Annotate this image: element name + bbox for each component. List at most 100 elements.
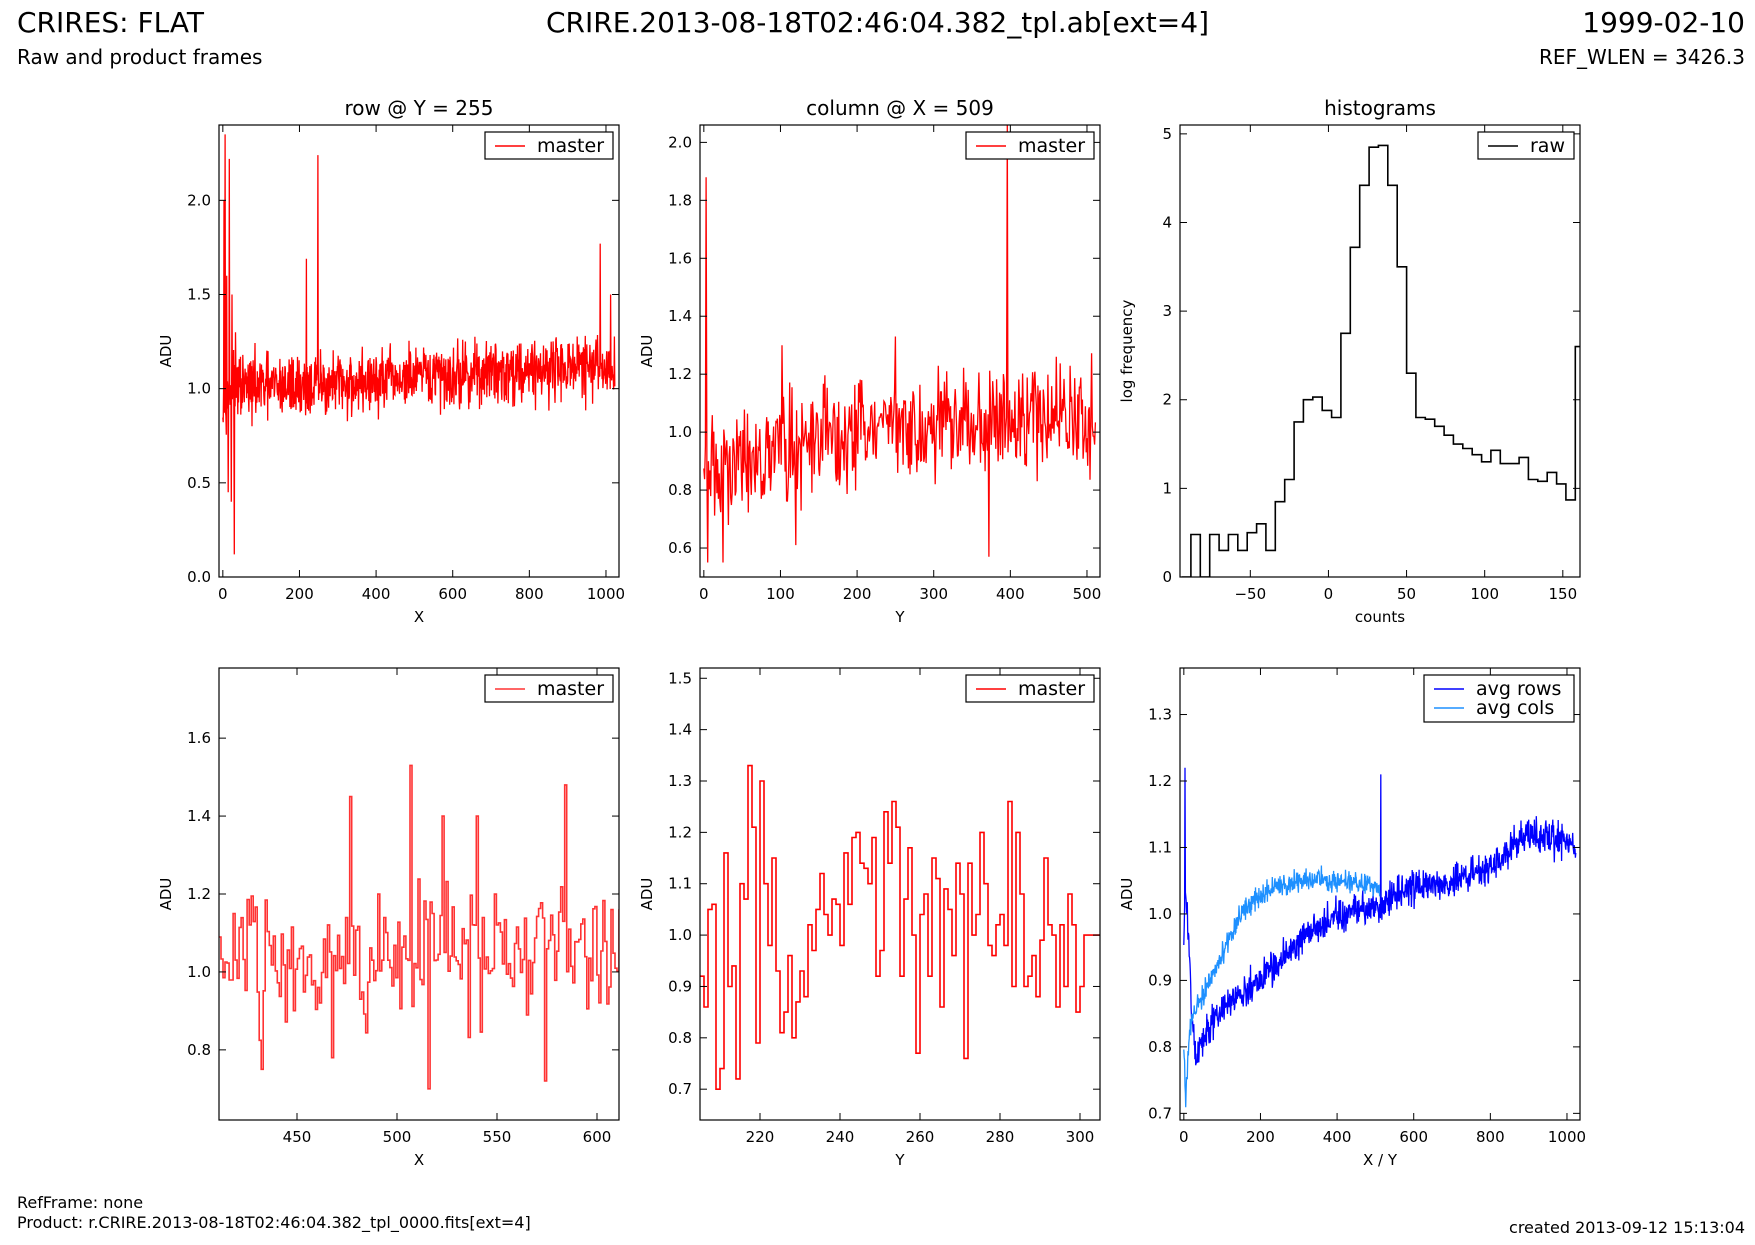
x-tick-label: 200 xyxy=(285,585,314,603)
y-tick-label: 1.3 xyxy=(1148,706,1172,724)
y-tick-label: 1.0 xyxy=(1148,905,1172,923)
series-line-master xyxy=(700,764,1100,1090)
x-tick-label: 100 xyxy=(1470,585,1499,603)
plot-frame xyxy=(1179,124,1581,578)
legend: master xyxy=(484,131,614,160)
plot-frame xyxy=(699,667,1101,1121)
legend-label: master xyxy=(537,678,604,700)
refframe-note: RefFrame: none xyxy=(17,1193,144,1212)
y-tick-label: 1.0 xyxy=(187,963,211,981)
y-tick-label: 2.0 xyxy=(187,191,211,209)
legend: master xyxy=(965,131,1095,160)
y-tick-label: 1.1 xyxy=(668,875,692,893)
y-tick-label: 1.4 xyxy=(187,807,211,825)
chart-title: histograms xyxy=(1324,96,1436,120)
y-tick-label: 1.4 xyxy=(668,307,692,325)
x-tick-label: 260 xyxy=(906,1128,935,1146)
legend-label: master xyxy=(537,135,604,157)
y-tick-label: 0.8 xyxy=(1148,1038,1172,1056)
x-tick-label: 50 xyxy=(1397,585,1416,603)
series-line-avg-rows xyxy=(1183,767,1577,1066)
x-tick-label: 1000 xyxy=(1548,1128,1586,1146)
y-tick-label: 1.8 xyxy=(668,191,692,209)
y-tick-label: 0.0 xyxy=(187,568,211,586)
y-tick-label: 0.5 xyxy=(187,474,211,492)
chart-6: 0 200 400 600 800 1000 0.7 0.8 0.9 1.0 1.1 1.2 1.3 X … xyxy=(1118,667,1586,1169)
x-tick-label: 200 xyxy=(843,585,872,603)
x-tick-label: −50 xyxy=(1234,585,1266,603)
x-axis-label: X xyxy=(414,608,424,626)
legend-label: raw xyxy=(1530,135,1565,157)
y-tick-label: 0.6 xyxy=(668,539,692,557)
legend-label: avg cols xyxy=(1476,697,1554,719)
x-axis-label: Y xyxy=(894,608,905,626)
observation-date: 1999-02-10 xyxy=(1582,6,1745,39)
y-tick-label: 1.3 xyxy=(668,772,692,790)
x-tick-label: 600 xyxy=(1399,1128,1428,1146)
y-tick-label: 2.0 xyxy=(668,133,692,151)
series-line-master xyxy=(703,125,1097,563)
legend-label: master xyxy=(1018,135,1085,157)
y-tick-label: 1.2 xyxy=(187,885,211,903)
x-tick-label: 280 xyxy=(986,1128,1015,1146)
series-line-raw xyxy=(1181,144,1580,577)
series-line-master xyxy=(222,134,616,555)
legend-label: master xyxy=(1018,678,1085,700)
page-subtitle: Raw and product frames xyxy=(17,45,263,69)
y-tick-label: 0.9 xyxy=(1148,971,1172,989)
x-tick-label: 100 xyxy=(766,585,795,603)
plot-frame xyxy=(218,124,620,578)
y-tick-label: 1.2 xyxy=(1148,772,1172,790)
chart-3: −50 0 50 100 150 0 1 2 3 4 5 histograms counts log fr… xyxy=(1118,96,1581,626)
chart-title: column @ X = 509 xyxy=(806,96,994,120)
y-tick-label: 1.1 xyxy=(1148,838,1172,856)
y-tick-label: 1.6 xyxy=(668,249,692,267)
y-tick-label: 1.5 xyxy=(668,669,692,687)
y-tick-label: 1.2 xyxy=(668,365,692,383)
y-tick-label: 0.7 xyxy=(668,1080,692,1098)
x-tick-label: 200 xyxy=(1246,1128,1275,1146)
x-tick-label: 300 xyxy=(919,585,948,603)
x-tick-label: 150 xyxy=(1548,585,1577,603)
x-tick-label: 500 xyxy=(1073,585,1102,603)
file-name: CRIRE.2013-08-18T02:46:04.382_tpl.ab[ext… xyxy=(545,6,1209,39)
y-axis-label: ADU xyxy=(638,335,656,368)
y-tick-label: 0 xyxy=(1162,568,1172,586)
y-tick-label: 1.0 xyxy=(187,380,211,398)
x-tick-label: 240 xyxy=(826,1128,855,1146)
y-tick-label: 0.8 xyxy=(668,481,692,499)
x-tick-label: 550 xyxy=(483,1128,512,1146)
x-tick-label: 600 xyxy=(583,1128,612,1146)
legend: master xyxy=(484,674,614,703)
x-tick-label: 0 xyxy=(1324,585,1334,603)
chart-title: row @ Y = 255 xyxy=(345,96,494,120)
y-axis-label: ADU xyxy=(638,878,656,911)
x-tick-label: 0 xyxy=(1179,1128,1189,1146)
y-tick-label: 1.2 xyxy=(668,823,692,841)
y-tick-label: 1.6 xyxy=(187,729,211,747)
created-timestamp: created 2013-09-12 15:13:04 xyxy=(1509,1218,1745,1237)
x-tick-label: 220 xyxy=(746,1128,775,1146)
x-axis-label: X / Y xyxy=(1363,1151,1398,1169)
y-tick-label: 1.4 xyxy=(668,721,692,739)
y-tick-label: 1.0 xyxy=(668,423,692,441)
y-tick-label: 1 xyxy=(1162,479,1172,497)
x-tick-label: 400 xyxy=(996,585,1025,603)
x-tick-label: 450 xyxy=(283,1128,312,1146)
y-tick-label: 4 xyxy=(1162,213,1172,231)
legend: raw xyxy=(1477,131,1575,160)
y-tick-label: 2 xyxy=(1162,391,1172,409)
y-tick-label: 1.0 xyxy=(668,926,692,944)
plot-frame xyxy=(699,124,1101,578)
y-tick-label: 3 xyxy=(1162,302,1172,320)
x-tick-label: 1000 xyxy=(587,585,625,603)
y-tick-label: 0.8 xyxy=(668,1029,692,1047)
x-tick-label: 500 xyxy=(383,1128,412,1146)
plot-frame xyxy=(218,667,620,1121)
page-title: CRIRES: FLAT xyxy=(17,6,204,39)
ref-wavelength: REF_WLEN = 3426.3 xyxy=(1538,45,1745,69)
y-tick-label: 1.5 xyxy=(187,286,211,304)
y-tick-label: 0.8 xyxy=(187,1041,211,1059)
x-axis-label: Y xyxy=(894,1151,905,1169)
